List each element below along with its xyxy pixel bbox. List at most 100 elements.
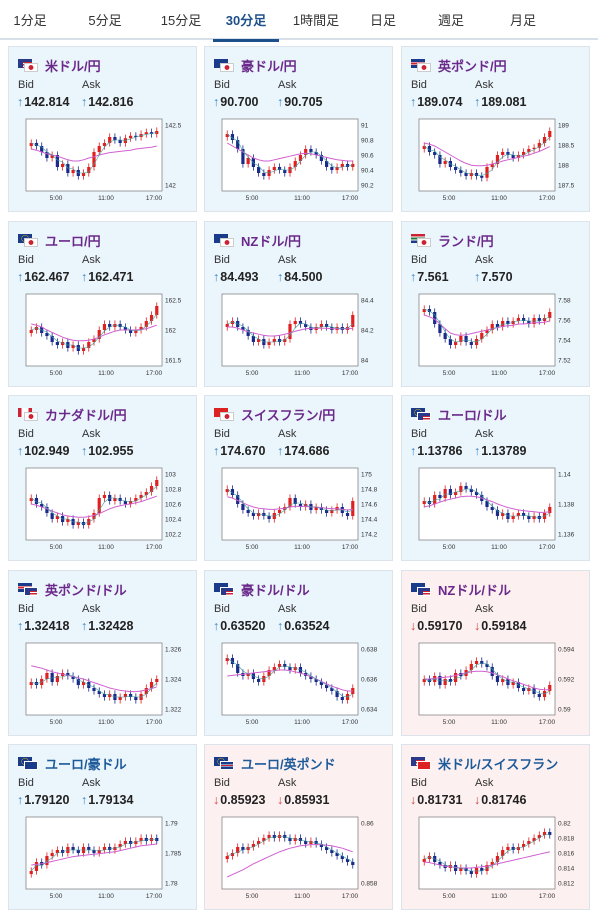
candle-body — [97, 330, 101, 339]
candle-body — [325, 847, 329, 850]
rate-card[interactable]: 英ポンド/ドル Bid Ask ↑1.32418 ↑1.32428 1.326 1.324 1… — [8, 570, 197, 736]
currency-pair-link[interactable]: 米ドル/円 — [45, 58, 101, 74]
bid-price: ↓0.81731 — [410, 793, 462, 807]
arrow-down-icon: ↓ — [474, 793, 481, 807]
candle-body — [314, 152, 318, 155]
currency-pair-link[interactable]: 英ポンド/ドル — [45, 582, 127, 598]
candle-body — [267, 670, 271, 676]
chart-container[interactable]: 0.86 0.858 5:00 11:00 17:00 — [215, 813, 386, 903]
arrow-up-icon: ↑ — [277, 444, 284, 458]
candle-body — [330, 688, 334, 691]
currency-pair-link[interactable]: NZドル/円 — [241, 233, 301, 249]
ask-price: ↑174.686 — [277, 444, 329, 458]
card-title: ユーロ/豪ドル — [18, 755, 127, 772]
candle-body — [155, 679, 159, 682]
candle-body — [76, 850, 80, 853]
rate-card[interactable]: NZドル/ドル Bid Ask ↓0.59170 ↓0.59184 0.594 0.592 0… — [401, 570, 590, 736]
y-tick-label: 91 — [361, 123, 369, 130]
ask-price-value: 90.705 — [284, 95, 323, 109]
candle-body — [309, 676, 313, 679]
chart-container[interactable]: 1.326 1.324 1.322 5:00 11:00 17:00 — [19, 639, 190, 729]
candle-body — [87, 342, 91, 348]
currency-pair-link[interactable]: 米ドル/スイスフラン — [438, 756, 559, 772]
tab-1[interactable]: 5分足 — [88, 13, 122, 28]
chart-container[interactable]: 91 90.8 90.6 90.4 90.2 5:00 11:00 17:00 — [215, 115, 386, 205]
candle-body — [262, 173, 266, 176]
tab-3[interactable]: 30分足 — [213, 0, 279, 42]
bid-price: ↑102.949 — [17, 444, 69, 458]
price-chart: 1.14 1.138 1.136 5:00 11:00 17:00 — [418, 467, 575, 551]
currency-pair-link[interactable]: NZドル/ドル — [438, 582, 511, 598]
tab-2[interactable]: 15分足 — [160, 13, 202, 28]
candle-body — [340, 697, 344, 700]
chart-container[interactable]: 175 174.8 174.6 174.4 174.2 5:00 11:00 17:00 — [215, 464, 386, 554]
rate-card[interactable]: 豪ドル/ドル Bid Ask ↑0.63520 ↑0.63524 0.638 0.636 0.… — [204, 570, 393, 736]
chart-container[interactable]: 84.4 84.2 84 5:00 11:00 17:00 — [215, 290, 386, 380]
rate-card[interactable]: 英ポンド/円 Bid Ask ↑189.074 ↑189.081 189 188.5 188 1… — [401, 46, 590, 212]
chart-container[interactable]: 0.594 0.592 0.59 5:00 11:00 17:00 — [412, 639, 583, 729]
tab-6[interactable]: 週足 — [437, 13, 464, 28]
chart-container[interactable]: 1.14 1.138 1.136 5:00 11:00 17:00 — [412, 464, 583, 554]
currency-pair-link[interactable]: 豪ドル/ドル — [241, 582, 310, 598]
chart-container[interactable]: 0.638 0.636 0.634 5:00 11:00 17:00 — [215, 639, 386, 729]
plot-area — [418, 642, 556, 716]
tab-5[interactable]: 日足 — [369, 13, 396, 28]
candle-body — [443, 161, 447, 164]
candle-body — [34, 498, 39, 504]
candle-body — [225, 489, 229, 492]
chart-container[interactable]: 189 188.5 188 187.5 5:00 11:00 17:00 — [412, 115, 583, 205]
currency-pair-link[interactable]: ユーロ/ドル — [438, 407, 507, 423]
chart-container[interactable]: 142.5 142 5:00 11:00 17:00 — [19, 115, 190, 205]
rate-card[interactable]: 豪ドル/円 Bid Ask ↑90.700 ↑90.705 91 90.8 90.6 90.4 9… — [204, 46, 393, 212]
x-tick-label: 5:00 — [246, 544, 259, 551]
rate-card[interactable]: 米ドル/円 Bid Ask ↑142.814 ↑142.816 142.5 142 5:00 1… — [8, 46, 197, 212]
candle-body — [155, 838, 159, 841]
currency-pair-link[interactable]: ユーロ/英ポンド — [241, 756, 336, 772]
rate-card[interactable]: ランド/円 Bid Ask ↑7.561 ↑7.570 7.58 7.56 7.54 7.52 5… — [401, 221, 590, 387]
chart-container[interactable]: 162.5 162 161.5 5:00 11:00 17:00 — [19, 290, 190, 380]
candle-body — [298, 504, 303, 507]
arrow-up-icon: ↑ — [213, 444, 220, 458]
bid-price-value: 1.32418 — [24, 619, 70, 633]
candle-body — [293, 161, 297, 167]
chart-container[interactable]: 103 102.8 102.6 102.4 102.2 5:00 11:00 17:00 — [19, 464, 190, 554]
currency-pair-link[interactable]: カナダドル/円 — [45, 407, 127, 423]
candle-body — [427, 309, 432, 312]
candle-body — [61, 850, 65, 853]
tab-7[interactable]: 月足 — [509, 13, 536, 28]
currency-pair-link[interactable]: 豪ドル/円 — [241, 58, 297, 74]
chart-container[interactable]: 7.58 7.56 7.54 7.52 5:00 11:00 17:00 — [412, 290, 583, 380]
candle-body — [246, 673, 250, 676]
candle-body — [319, 507, 323, 510]
rate-card[interactable]: カナダドル/円 Bid Ask ↑102.949 ↑102.955 103 102.8 102… — [8, 395, 197, 561]
currency-pair-link[interactable]: ランド/円 — [438, 233, 494, 249]
rate-card[interactable]: ユーロ/豪ドル Bid Ask ↑1.79120 ↑1.79134 1.79 1.785 1.… — [8, 744, 197, 910]
candle-body — [29, 682, 33, 685]
rate-card[interactable]: 米ドル/スイスフラン Bid Ask ↓0.81731 ↓0.81746 0.82 0.81… — [401, 744, 590, 910]
x-tick-label: 5:00 — [246, 893, 259, 900]
bid-label: Bid — [18, 428, 34, 440]
currency-pair-link[interactable]: スイスフラン/円 — [241, 407, 336, 423]
card-title: NZドル/ドル — [411, 581, 511, 598]
y-tick-label: 102.8 — [165, 487, 182, 494]
currency-pair-link[interactable]: ユーロ/豪ドル — [45, 756, 127, 772]
rate-card[interactable]: スイスフラン/円 Bid Ask ↑174.670 ↑174.686 175 174.8 17… — [204, 395, 393, 561]
candle-body — [495, 155, 500, 164]
chart-container[interactable]: 0.82 0.818 0.816 0.814 0.812 5:00 11:00 17:00 — [412, 813, 583, 903]
ask-price: ↓0.85931 — [277, 793, 329, 807]
rate-card[interactable]: ユーロ/英ポンド Bid Ask ↓0.85923 ↓0.85931 0.86 0.858 5… — [204, 744, 393, 910]
tab-0[interactable]: 1分足 — [13, 13, 47, 28]
currency-pair-link[interactable]: 英ポンド/円 — [438, 58, 507, 74]
rate-card[interactable]: ユーロ/円 Bid Ask ↑162.467 ↑162.471 162.5 162 161.5… — [8, 221, 197, 387]
chart-container[interactable]: 1.79 1.785 1.78 5:00 11:00 17:00 — [19, 813, 190, 903]
candle-body — [108, 847, 112, 850]
bid-price-value: 7.561 — [417, 270, 449, 284]
tab-4[interactable]: 1時間足 — [292, 13, 340, 28]
currency-pair-link[interactable]: ユーロ/円 — [45, 233, 101, 249]
rate-card[interactable]: NZドル/円 Bid Ask ↑84.493 ↑84.500 84.4 84.2 84 5:00… — [204, 221, 393, 387]
candle-body — [102, 694, 107, 697]
candle-body — [288, 838, 292, 841]
rate-card[interactable]: ユーロ/ドル Bid Ask ↑1.13786 ↑1.13789 1.14 1.138 1.1… — [401, 395, 590, 561]
candle-body — [480, 333, 484, 339]
candle-body — [516, 318, 520, 321]
